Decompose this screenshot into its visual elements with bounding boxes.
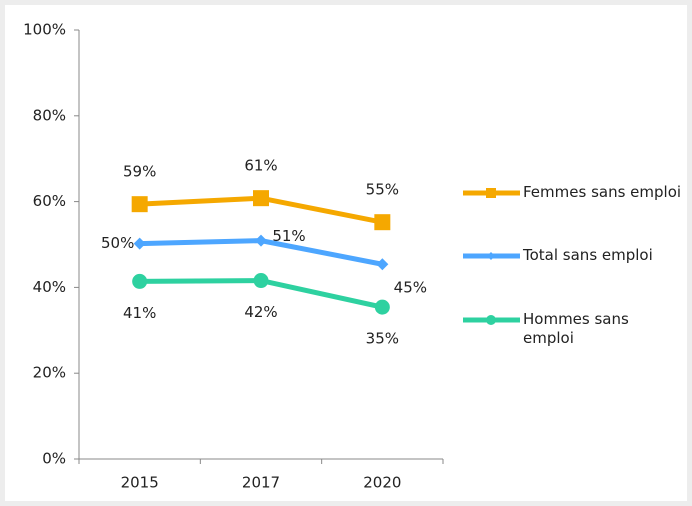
legend-label: Total sans emploi — [523, 246, 653, 264]
y-tick-label: 80% — [33, 106, 66, 124]
marker — [131, 196, 148, 213]
data-label: 50% — [101, 234, 134, 252]
marker — [376, 258, 389, 271]
data-label: 51% — [272, 227, 305, 245]
y-tick-label: 0% — [42, 450, 66, 468]
marker — [486, 315, 496, 325]
marker — [486, 188, 496, 198]
y-tick-label: 100% — [23, 21, 66, 39]
data-label: 35% — [366, 330, 399, 348]
chart-frame: 0% 20% 40% 60% 80% 100% 2015 2017 2020 59% 61% 55% 5… — [5, 5, 687, 501]
data-label: 59% — [123, 163, 156, 181]
marker — [487, 252, 495, 260]
data-label: 41% — [123, 304, 156, 322]
x-tick-label: 2020 — [363, 474, 401, 492]
chart: 0% 20% 40% 60% 80% 100% 2015 2017 2020 59% 61% 55% 5… — [23, 21, 520, 492]
marker — [253, 273, 269, 289]
marker — [253, 190, 269, 207]
x-tick-label: 2015 — [121, 474, 159, 492]
data-label: 42% — [244, 303, 277, 321]
y-tick-label: 60% — [33, 192, 66, 210]
marker — [132, 273, 148, 289]
y-tick-label: 20% — [33, 364, 66, 382]
x-tick-label: 2017 — [242, 474, 280, 492]
marker — [255, 234, 267, 247]
marker — [374, 214, 391, 231]
marker — [374, 299, 390, 315]
data-label: 45% — [394, 279, 427, 297]
marker — [133, 237, 146, 250]
legend-label: Hommes sans emploi — [523, 310, 629, 347]
y-tick-label: 40% — [33, 278, 66, 296]
data-label: 61% — [244, 157, 277, 175]
legend-label: Femmes sans emploi — [523, 183, 682, 201]
data-label: 55% — [366, 181, 399, 199]
